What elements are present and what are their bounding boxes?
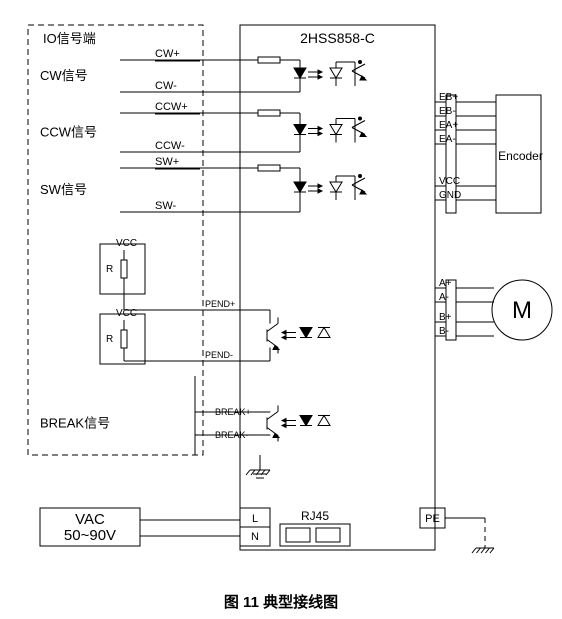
svg-text:R: R [106, 264, 113, 275]
caption: 图 11 典型接线图 [0, 591, 562, 612]
svg-text:EB+: EB+ [439, 92, 458, 103]
svg-text:A-: A- [439, 292, 449, 303]
svg-text:CW信号: CW信号 [40, 68, 88, 83]
svg-text:Encoder: Encoder [498, 149, 543, 163]
svg-text:CW+: CW+ [155, 48, 180, 60]
svg-text:50~90V: 50~90V [64, 527, 116, 544]
svg-text:B-: B- [439, 326, 449, 337]
svg-text:2HSS858-C: 2HSS858-C [300, 30, 375, 46]
svg-text:IO信号端: IO信号端 [43, 31, 96, 46]
svg-text:M: M [512, 297, 532, 324]
svg-text:PEND-: PEND- [205, 350, 233, 360]
svg-text:PE: PE [425, 513, 440, 525]
svg-text:N: N [251, 531, 259, 543]
svg-text:EA+: EA+ [439, 120, 458, 131]
svg-text:VCC: VCC [439, 176, 460, 187]
svg-text:CCW-: CCW- [155, 140, 185, 152]
svg-text:R: R [106, 334, 113, 345]
svg-text:PEND+: PEND+ [205, 299, 235, 309]
svg-text:A+: A+ [439, 278, 452, 289]
svg-text:SW+: SW+ [155, 156, 179, 168]
svg-text:B+: B+ [439, 312, 452, 323]
svg-text:CCW+: CCW+ [155, 101, 188, 113]
svg-text:EA-: EA- [439, 134, 456, 145]
svg-text:EB-: EB- [439, 106, 456, 117]
svg-text:CW-: CW- [155, 80, 177, 92]
svg-text:VAC: VAC [75, 511, 105, 528]
svg-text:SW信号: SW信号 [40, 182, 87, 197]
svg-text:CCW信号: CCW信号 [40, 125, 97, 140]
svg-text:RJ45: RJ45 [301, 509, 329, 523]
svg-text:L: L [252, 513, 258, 525]
svg-text:GND: GND [439, 190, 461, 201]
wiring-diagram: IO信号端 2HSS858-C CW信号 CW+ CW- CCW信号 CCW+ CCW- SW信… [0, 0, 562, 580]
svg-text:SW-: SW- [155, 200, 177, 212]
svg-text:BREAK信号: BREAK信号 [40, 416, 110, 431]
